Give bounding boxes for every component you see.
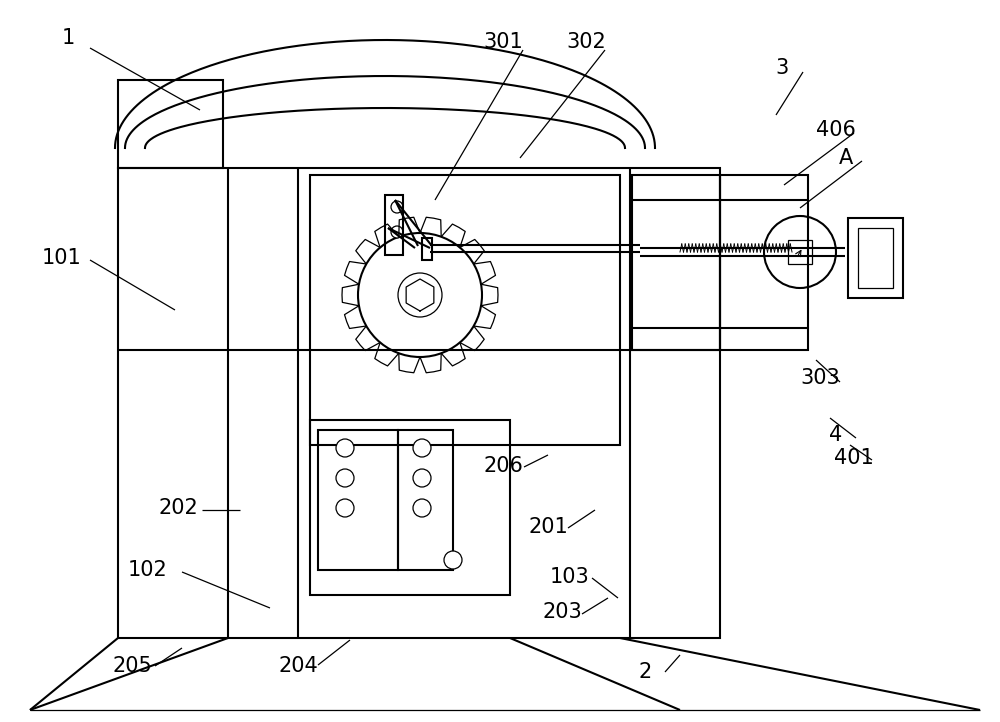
- Bar: [118, 80, 223, 168]
- Circle shape: [358, 233, 482, 357]
- Text: 303: 303: [800, 368, 840, 388]
- Text: 302: 302: [566, 32, 606, 52]
- Bar: [422, 238, 432, 260]
- Bar: [310, 175, 620, 445]
- Text: 101: 101: [42, 248, 82, 268]
- Bar: [858, 228, 893, 288]
- Circle shape: [336, 499, 354, 517]
- Text: 103: 103: [550, 567, 590, 587]
- Bar: [720, 175, 808, 350]
- Text: 4: 4: [829, 425, 843, 445]
- Text: 406: 406: [816, 120, 856, 140]
- Circle shape: [398, 273, 442, 317]
- Text: 205: 205: [112, 656, 152, 676]
- Bar: [632, 175, 720, 350]
- Text: 1: 1: [61, 28, 75, 48]
- Bar: [310, 420, 510, 595]
- Bar: [118, 168, 720, 638]
- Text: A: A: [839, 148, 853, 168]
- Text: 203: 203: [542, 602, 582, 622]
- Bar: [385, 195, 403, 255]
- Circle shape: [391, 201, 403, 213]
- Text: 204: 204: [278, 656, 318, 676]
- Circle shape: [336, 469, 354, 487]
- Text: 401: 401: [834, 448, 874, 468]
- Circle shape: [444, 551, 462, 569]
- Circle shape: [391, 226, 403, 238]
- Bar: [318, 430, 398, 570]
- Circle shape: [764, 216, 836, 288]
- Text: 201: 201: [528, 517, 568, 537]
- Bar: [788, 240, 812, 264]
- Circle shape: [413, 469, 431, 487]
- Text: 301: 301: [483, 32, 523, 52]
- Text: 102: 102: [128, 560, 168, 580]
- Circle shape: [413, 439, 431, 457]
- Circle shape: [413, 499, 431, 517]
- Text: 2: 2: [638, 662, 652, 682]
- Circle shape: [336, 439, 354, 457]
- Text: 206: 206: [483, 456, 523, 476]
- Text: 202: 202: [158, 498, 198, 518]
- Bar: [398, 430, 453, 570]
- Text: 3: 3: [775, 58, 789, 78]
- Bar: [848, 218, 903, 298]
